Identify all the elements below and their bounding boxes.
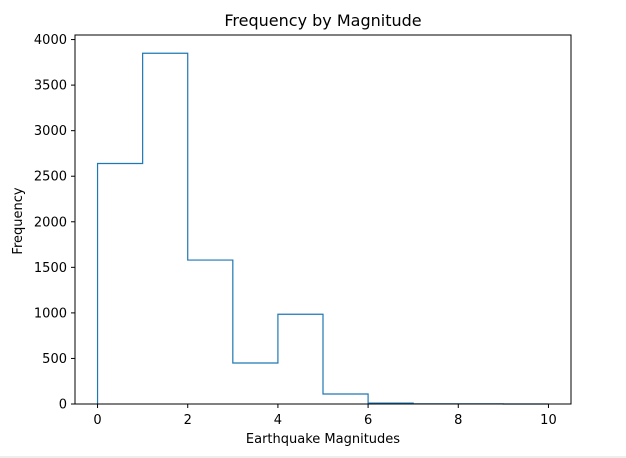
y-axis-label: Frequency — [11, 187, 26, 254]
y-tick-label: 3500 — [34, 79, 67, 94]
y-tick-label: 1000 — [34, 306, 67, 321]
x-tick-label: 6 — [364, 413, 372, 428]
x-tick-label: 10 — [540, 413, 557, 428]
x-axis-ticks: 0 2 4 6 8 10 — [93, 404, 557, 428]
x-tick-label: 4 — [274, 413, 282, 428]
y-tick-label: 3000 — [34, 124, 67, 139]
histogram-step-line — [96, 52, 549, 405]
x-tick-label: 0 — [93, 413, 101, 428]
x-axis-label: Earthquake Magnitudes — [246, 432, 400, 447]
y-tick-label: 4000 — [34, 33, 67, 48]
x-tick-label: 8 — [454, 413, 462, 428]
window-bottom-edge — [0, 456, 626, 458]
y-tick-label: 0 — [59, 398, 67, 413]
plot-area-frame — [74, 34, 572, 405]
y-tick-label: 500 — [42, 352, 67, 367]
y-tick-label: 2500 — [34, 170, 67, 185]
y-axis-ticks: 0 500 1000 1500 2000 2500 3000 3500 4000 — [34, 33, 75, 413]
chart-title: Frequency by Magnitude — [224, 11, 421, 30]
y-tick-label: 1500 — [34, 261, 67, 276]
x-tick-label: 2 — [184, 413, 192, 428]
y-tick-label: 2000 — [34, 215, 67, 230]
